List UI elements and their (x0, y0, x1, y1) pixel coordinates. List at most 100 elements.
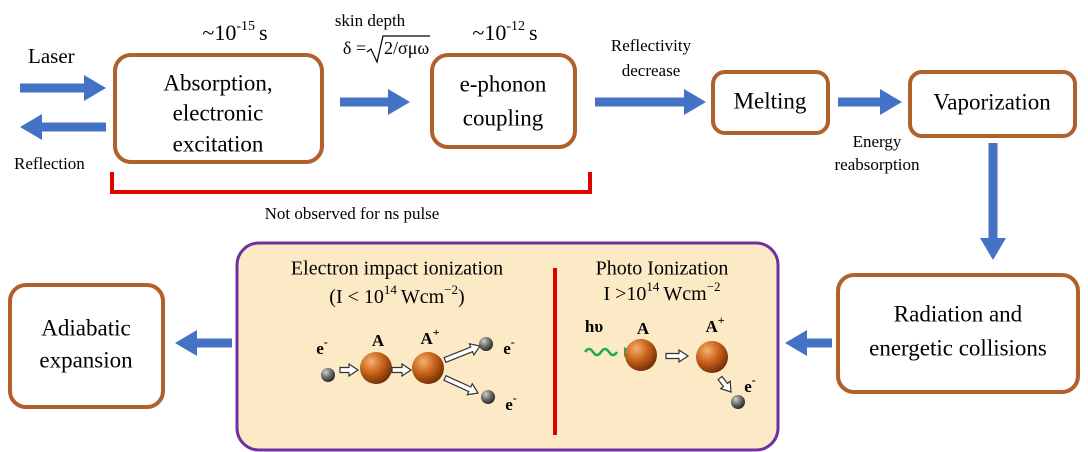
node-box (430, 53, 577, 149)
panel-condition: (I < 1014 Wcm−2) (329, 282, 464, 308)
particle-base: e (503, 339, 511, 358)
cond-part: Wcm (401, 286, 445, 308)
cond-exp: −2 (707, 279, 721, 294)
electron (321, 368, 335, 382)
edge-label: Reflectivity (611, 36, 692, 55)
arrow (443, 374, 479, 396)
cond-part: Wcm (663, 283, 707, 305)
ion (696, 341, 728, 373)
node-box (711, 70, 830, 135)
node-label: electronic (173, 100, 264, 125)
t-exp: -15 (236, 19, 255, 34)
panel-condition: I >1014 Wcm−2 (603, 279, 720, 305)
arrow (339, 362, 360, 378)
arrow (665, 348, 690, 364)
particle-sup: - (752, 373, 756, 387)
arrow (443, 342, 482, 364)
bracket-note: Not observed for ns pulse (265, 204, 440, 223)
atom (360, 352, 392, 384)
skin-depth-lhs: δ = (343, 38, 366, 58)
particle-base: e (316, 339, 324, 358)
particle-base: A (372, 331, 385, 350)
node-box (836, 273, 1080, 394)
arrow (20, 75, 106, 101)
electron (481, 390, 495, 404)
cond-exp: −2 (444, 282, 458, 297)
edge-label: decrease (622, 61, 681, 80)
photon-wave (583, 347, 619, 357)
particle-sup: - (511, 335, 515, 349)
particle-label: e- (744, 373, 756, 396)
particle-sup: + (718, 313, 725, 327)
laser-label: Laser (28, 44, 75, 68)
t-unit: s (259, 20, 268, 45)
particle-label: A+ (420, 325, 439, 348)
particle-base: e (744, 377, 752, 396)
panel-title: Electron impact ionization (291, 258, 503, 280)
skin-depth-radicand: 2/σμω (384, 38, 429, 58)
arrow (838, 89, 902, 115)
edge-label: reabsorption (835, 155, 920, 174)
particle-base: e (505, 395, 513, 414)
atom (625, 339, 657, 371)
arrow (980, 143, 1006, 260)
skin-depth-label: skin depth (335, 11, 406, 30)
particle-label: e- (503, 335, 515, 358)
electron (731, 395, 745, 409)
radical-sign (366, 35, 430, 64)
arrow (595, 89, 706, 115)
particle-label: e- (316, 335, 328, 358)
particle-label: A (372, 331, 385, 350)
ionization-panel (235, 241, 780, 452)
node-box (8, 283, 165, 409)
panel-title: Photo Ionization (596, 258, 729, 280)
particle-base: A (420, 329, 433, 348)
particle-label: A+ (705, 313, 724, 336)
t-exp: -12 (506, 19, 525, 34)
particle-base: A (705, 317, 718, 336)
node-label: Adiabatic (41, 315, 130, 340)
particle-sup: - (513, 391, 517, 405)
t-prefix: ~10 (202, 20, 236, 45)
node-label: Melting (734, 88, 807, 113)
node-label: energetic collisions (869, 335, 1047, 360)
node-label: coupling (463, 105, 544, 130)
node-box (113, 53, 324, 164)
electron (479, 337, 493, 351)
particle-sup: - (324, 335, 328, 349)
cond-part: (I < 10 (329, 286, 384, 308)
arrow (20, 114, 106, 140)
t-unit: s (529, 20, 538, 45)
node-box (908, 70, 1077, 138)
particle-label: e- (505, 391, 517, 414)
particle-base: hυ (585, 317, 603, 336)
particle-sup: + (433, 325, 440, 339)
particle-label: hυ (585, 317, 603, 336)
timescale: ~10-15 s (202, 19, 267, 45)
cond-exp: 14 (384, 282, 398, 297)
ion (412, 352, 444, 384)
node-label: Absorption, (163, 70, 272, 95)
arrow (717, 375, 732, 393)
cond-part: ) (458, 286, 465, 308)
arrow (175, 330, 232, 356)
t-prefix: ~10 (472, 20, 506, 45)
node-label: expansion (39, 347, 133, 372)
arrow (391, 362, 413, 378)
cond-part: I >10 (603, 283, 646, 305)
bracket (110, 172, 592, 194)
node-label: Vaporization (933, 89, 1051, 114)
timescale: ~10-12 s (472, 19, 537, 45)
arrow (340, 89, 410, 115)
shapes (8, 35, 1080, 452)
particle-label: A (637, 319, 650, 338)
particle-base: A (637, 319, 650, 338)
arrow (785, 330, 832, 356)
edge-label: Energy (853, 132, 902, 151)
reflection-label: Reflection (14, 154, 85, 173)
node-label: e-phonon (460, 71, 547, 96)
cond-exp: 14 (646, 279, 660, 294)
node-label: Radiation and (894, 301, 1023, 326)
node-label: excitation (173, 131, 264, 156)
